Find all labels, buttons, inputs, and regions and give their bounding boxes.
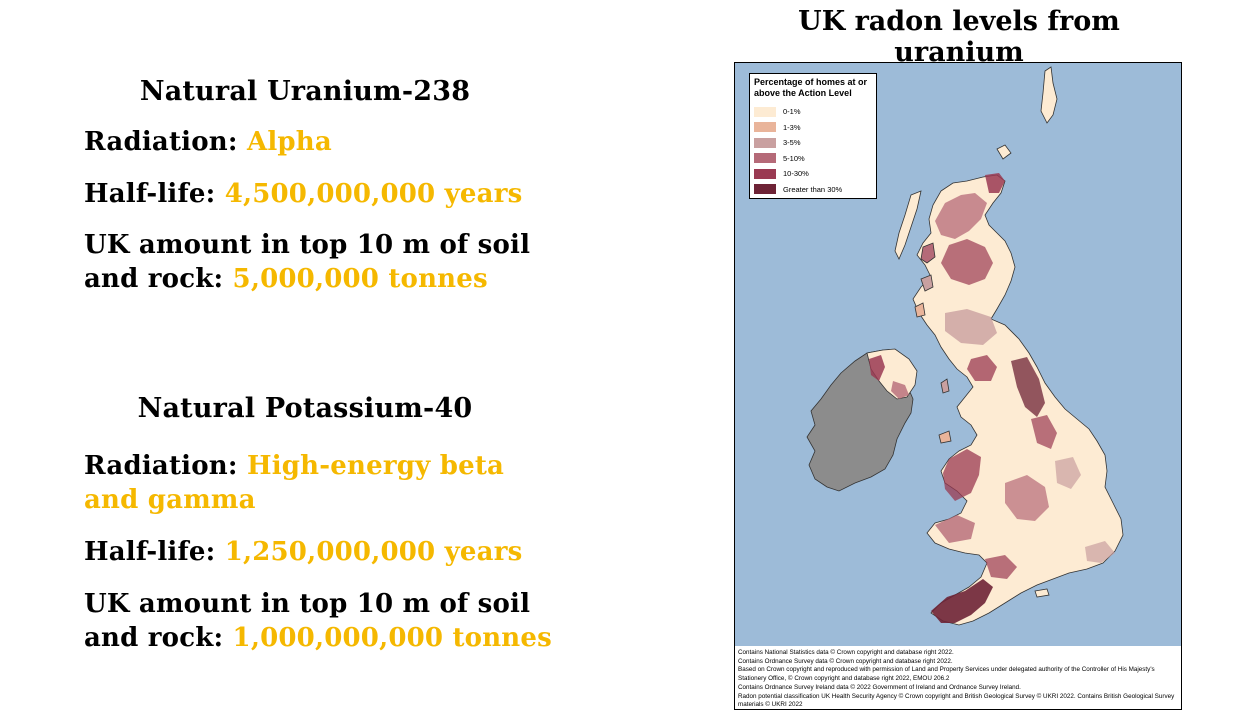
credit-line-3: Contains Ordnance Survey Ireland data © … <box>738 683 1021 691</box>
potassium-amount-line2: and rock: 1,000,000,000 tonnes <box>84 621 552 655</box>
south-wales-radon <box>935 515 975 543</box>
potassium-radiation-value-line2: and gamma <box>84 485 256 515</box>
potassium-halflife: Half-life: 1,250,000,000 years <box>84 535 522 569</box>
potassium-radiation: Radiation: High-energy beta and gamma <box>84 449 504 517</box>
islay <box>914 302 926 318</box>
uranium-amount-value: 5,000,000 tonnes <box>232 264 488 294</box>
credit-line-0: Contains National Statistics data © Crow… <box>738 649 954 656</box>
somerset-radon <box>985 555 1017 579</box>
radon-map: Percentage of homes at or above the Acti… <box>734 62 1182 710</box>
skye <box>920 242 936 264</box>
legend-label-1: 1-3% <box>783 122 801 132</box>
devon-cornwall-radon <box>931 579 993 623</box>
uranium-halflife: Half-life: 4,500,000,000 years <box>84 177 522 211</box>
uranium-radiation: Radiation: Alpha <box>84 125 332 159</box>
mull <box>920 274 934 292</box>
southern-uplands-radon <box>945 309 997 345</box>
map-legend: Percentage of homes at or above the Acti… <box>749 73 877 199</box>
potassium-amount-value: 1,000,000,000 tonnes <box>232 623 552 653</box>
legend-label-0: 0-1% <box>783 107 801 117</box>
legend-swatch-4 <box>754 168 776 179</box>
isle-of-wight <box>1034 588 1050 598</box>
legend-item-1: 1-3% <box>754 120 872 136</box>
northern-ireland-hotspot <box>869 355 885 381</box>
shetland <box>1040 66 1058 124</box>
uranium-radiation-label: Radiation: <box>84 127 238 157</box>
highlands-radon-2 <box>941 239 993 285</box>
potassium-halflife-label: Half-life: <box>84 537 216 567</box>
uranium-heading: Natural Uranium-238 <box>139 76 471 107</box>
legend-label-3: 5-10% <box>783 153 805 163</box>
map-title: UK radon levels from uranium <box>798 6 1120 68</box>
potassium-halflife-value: 1,250,000,000 years <box>224 537 523 567</box>
legend-title: Percentage of homes at or above the Acti… <box>754 77 868 98</box>
northern-ireland-hotspot-2 <box>891 381 909 399</box>
potassium-radiation-line1: Radiation: High-energy beta <box>84 449 504 483</box>
legend-swatch-0 <box>754 106 776 117</box>
legend-swatch-2 <box>754 137 776 148</box>
uranium-amount: UK amount in top 10 m of soil and rock: … <box>84 228 530 296</box>
uranium-amount-label-line1: UK amount in top 10 m of soil <box>84 230 531 260</box>
pennines-radon-2 <box>1031 415 1057 449</box>
legend-label-2: 3-5% <box>783 138 801 148</box>
map-graphic <box>735 63 1181 646</box>
map-credits: Contains National Statistics data © Crow… <box>738 649 1178 709</box>
legend-swatch-5 <box>754 184 776 195</box>
orkney <box>996 144 1012 160</box>
uranium-halflife-value: 4,500,000,000 years <box>224 179 523 209</box>
legend-swatch-1 <box>754 122 776 133</box>
northamptonshire-radon <box>1055 457 1081 489</box>
potassium-amount-label-line2: and rock: <box>84 623 224 653</box>
western-isles <box>894 190 922 260</box>
legend-item-2: 3-5% <box>754 135 872 151</box>
lake-district-radon <box>967 355 997 381</box>
legend-label-4: 10-30% <box>783 169 809 179</box>
highlands-radon <box>935 193 987 239</box>
potassium-amount: UK amount in top 10 m of soil and rock: … <box>84 587 552 655</box>
credit-line-2: Based on Crown copyright and reproduced … <box>738 666 1155 683</box>
uranium-halflife-label: Half-life: <box>84 179 216 209</box>
credit-line-4: Radon potential classification UK Health… <box>738 692 1175 709</box>
wales-radon <box>943 449 981 501</box>
uranium-amount-line2: and rock: 5,000,000 tonnes <box>84 262 530 296</box>
credit-line-1: Contains Ordnance Survey data © Crown co… <box>738 657 953 665</box>
kent-radon <box>1085 541 1115 563</box>
legend-label-5: Greater than 30% <box>783 184 843 194</box>
potassium-radiation-value-line1: High-energy beta <box>246 451 505 481</box>
north-coast-radon <box>985 173 1005 193</box>
pennines-radon <box>1011 357 1045 417</box>
anglesey <box>938 430 952 444</box>
potassium-heading: Natural Potassium-40 <box>137 393 473 424</box>
legend-item-0: 0-1% <box>754 104 872 120</box>
legend-item-4: 10-30% <box>754 166 872 182</box>
legend-swatch-3 <box>754 153 776 164</box>
uranium-radiation-value: Alpha <box>246 127 332 157</box>
cotswolds-radon <box>1005 475 1049 521</box>
potassium-amount-label-line1: UK amount in top 10 m of soil <box>84 589 531 619</box>
legend-item-3: 5-10% <box>754 151 872 167</box>
uranium-amount-label-line2: and rock: <box>84 264 224 294</box>
legend-item-5: Greater than 30% <box>754 182 872 198</box>
isle-of-man <box>940 378 950 394</box>
potassium-radiation-label: Radiation: <box>84 451 238 481</box>
